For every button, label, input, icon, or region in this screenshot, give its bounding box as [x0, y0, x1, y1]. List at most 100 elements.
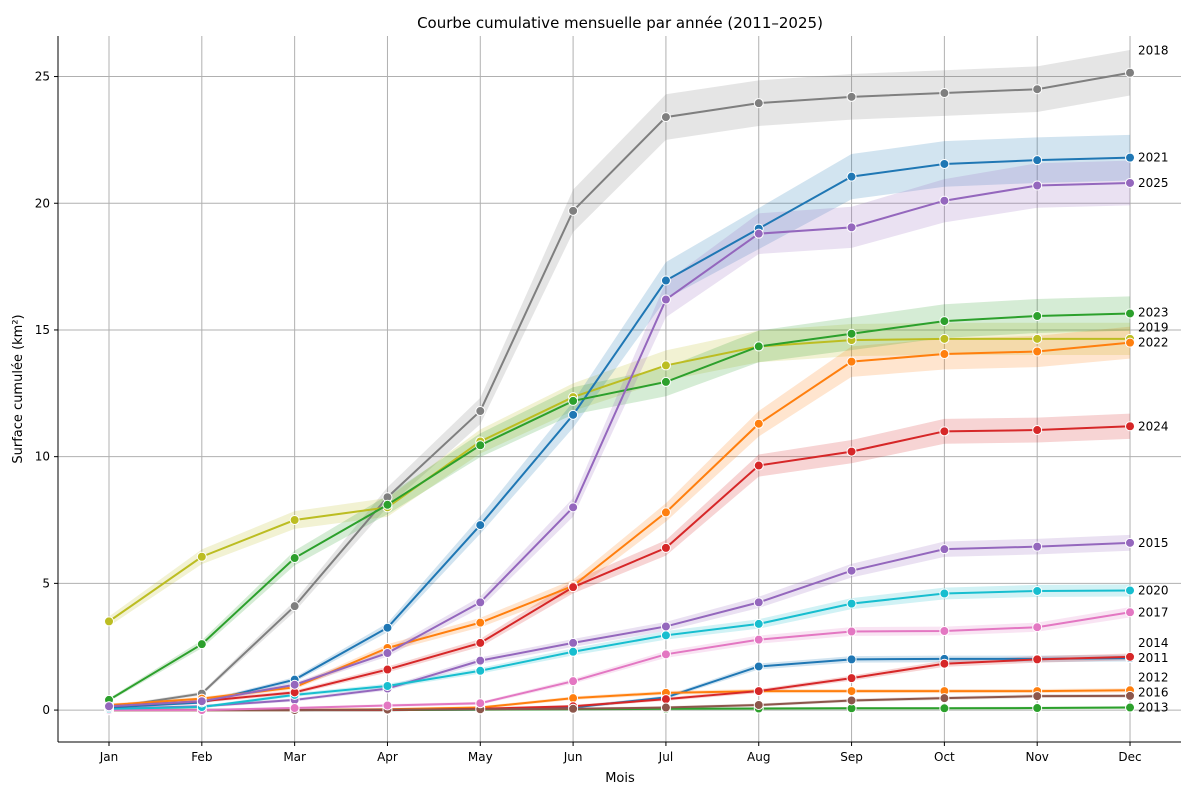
data-point-2025	[475, 597, 486, 608]
data-point-2017	[289, 703, 300, 714]
y-tick-label: 5	[42, 576, 50, 590]
data-point-2023	[1125, 308, 1136, 319]
data-point-2018	[1032, 84, 1043, 95]
data-point-2015	[568, 637, 579, 648]
x-tick-label: Mar	[283, 750, 306, 764]
confidence-band-2023	[109, 296, 1131, 702]
data-point-2016	[1032, 691, 1043, 702]
data-point-2022	[475, 617, 486, 628]
x-tick-label: Apr	[377, 750, 398, 764]
data-point-2018	[939, 88, 950, 99]
data-point-2018	[475, 406, 486, 417]
data-point-2014	[1125, 651, 1136, 662]
confidence-band-2015	[109, 534, 1131, 711]
data-point-2019	[104, 616, 114, 627]
x-tick-label: Jul	[658, 750, 673, 764]
data-point-2020	[1125, 585, 1136, 596]
data-point-2015	[1125, 537, 1136, 548]
y-tick-label: 20	[35, 196, 50, 210]
series-line-2018	[108, 71, 1131, 709]
data-point-2025	[1032, 180, 1043, 191]
y-tick-label: 0	[42, 703, 50, 717]
data-point-2024	[1032, 425, 1043, 436]
data-point-2021	[939, 158, 950, 169]
data-point-2015	[939, 544, 950, 555]
data-point-2018	[846, 91, 857, 102]
series-label-2011: 2011	[1138, 651, 1169, 665]
data-point-2015	[475, 655, 486, 666]
series-line-2015	[108, 541, 1131, 710]
data-point-2024	[475, 637, 486, 648]
data-point-2023	[475, 440, 486, 451]
data-point-2018	[568, 205, 579, 216]
data-point-2025	[196, 696, 207, 707]
series-line-2023	[108, 312, 1131, 701]
data-point-2011	[846, 654, 857, 665]
confidence-band-2020	[109, 584, 1131, 711]
confidence-band-2019	[109, 322, 1131, 627]
data-point-2023	[382, 499, 393, 510]
y-axis-label: Surface cumulée (km²)	[11, 314, 26, 463]
x-axis-label: Mois	[605, 771, 635, 786]
data-point-2011	[753, 661, 764, 672]
data-point-2017	[382, 700, 393, 711]
data-point-2013	[1032, 703, 1043, 714]
series-label-2012: 2012	[1138, 671, 1169, 685]
data-point-2021	[1032, 155, 1043, 166]
data-point-2024	[846, 446, 857, 457]
data-point-2017	[753, 634, 764, 645]
data-point-2014	[939, 658, 950, 669]
series-label-2016: 2016	[1138, 686, 1169, 700]
data-point-2022	[660, 507, 671, 518]
data-point-2017	[1032, 622, 1043, 633]
series-line-2021	[108, 156, 1131, 709]
data-point-2021	[568, 409, 579, 420]
data-point-2024	[753, 460, 764, 471]
data-point-2022	[939, 349, 950, 360]
series-label-2015: 2015	[1138, 536, 1169, 550]
series-line-2016	[109, 694, 1131, 712]
series-label-2022: 2022	[1138, 336, 1169, 350]
data-point-2020	[568, 646, 579, 657]
data-point-2017	[660, 649, 671, 660]
data-point-2021	[382, 622, 393, 633]
data-point-2021	[475, 520, 486, 531]
data-point-2023	[568, 395, 579, 406]
data-point-2016	[753, 700, 764, 711]
x-tick-label: Dec	[1118, 750, 1141, 764]
data-point-2021	[846, 171, 857, 182]
data-point-2017	[939, 626, 950, 637]
x-tick-label: May	[468, 750, 493, 764]
data-point-2025	[1125, 177, 1136, 188]
data-point-2018	[660, 112, 671, 123]
data-point-2013	[939, 703, 950, 714]
data-point-2017	[568, 676, 579, 687]
data-point-2021	[1125, 152, 1136, 163]
data-point-2025	[568, 502, 579, 513]
data-point-2020	[753, 618, 764, 629]
x-tick-label: Nov	[1025, 750, 1048, 764]
data-point-2025	[753, 228, 764, 239]
data-point-2024	[939, 426, 950, 437]
data-point-2016	[1125, 690, 1136, 701]
data-point-2014	[660, 694, 671, 705]
series-label-2014: 2014	[1138, 636, 1169, 650]
data-point-2015	[1032, 541, 1043, 552]
data-point-2016	[660, 702, 671, 713]
data-point-2025	[104, 701, 114, 712]
data-point-2023	[660, 376, 671, 387]
data-point-2018	[289, 601, 300, 612]
data-point-2016	[568, 703, 579, 714]
data-point-2023	[196, 639, 207, 650]
data-point-2024	[382, 664, 393, 675]
series-line-2024	[108, 425, 1131, 708]
data-point-2024	[1125, 421, 1136, 432]
data-point-2015	[660, 621, 671, 632]
data-point-2016	[846, 695, 857, 706]
axes: Jan Feb Mar Apr May Jun Jul Aug Sep Oct Nov Dec 0 5 10…	[35, 36, 1181, 764]
data-point-2022	[1125, 337, 1136, 348]
data-point-2021	[660, 275, 671, 286]
series-line-2020	[108, 589, 1131, 710]
data-point-2019	[1032, 333, 1043, 344]
